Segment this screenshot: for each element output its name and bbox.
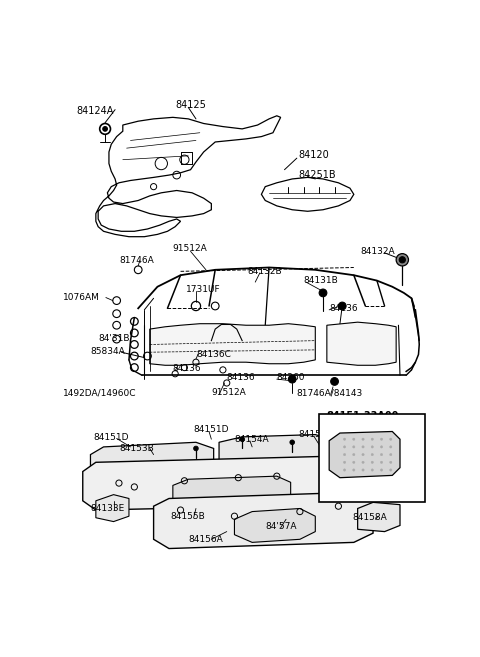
Circle shape [353,469,355,471]
Text: 84260: 84260 [277,373,305,382]
Circle shape [390,461,392,463]
Text: 84151D: 84151D [193,425,229,434]
Circle shape [390,445,392,448]
Text: 84132B: 84132B [248,267,282,276]
Polygon shape [173,476,291,510]
Text: 84125: 84125 [175,101,206,110]
Circle shape [396,254,408,266]
Circle shape [380,461,383,463]
Polygon shape [96,116,281,237]
Circle shape [362,438,364,440]
Polygon shape [219,434,335,470]
Text: [ 500 x 500 x 1.6 ]: [ 500 x 500 x 1.6 ] [323,481,403,489]
Circle shape [380,453,383,456]
Circle shape [343,461,346,463]
Text: 81746A/84143: 81746A/84143 [296,388,362,397]
Text: 84'31B: 84'31B [98,334,130,344]
Polygon shape [329,432,400,478]
Text: 91512A: 91512A [173,244,207,254]
Circle shape [371,438,373,440]
Text: 84151D: 84151D [94,433,129,442]
Text: 1492DA/14960C: 1492DA/14960C [63,388,136,397]
Circle shape [103,127,108,131]
Circle shape [100,124,110,134]
Text: 84155B: 84155B [170,512,205,520]
Circle shape [390,438,392,440]
Text: 84154A: 84154A [234,434,269,443]
Circle shape [362,445,364,448]
Circle shape [371,469,373,471]
Circle shape [343,453,346,456]
Circle shape [343,438,346,440]
Polygon shape [96,495,129,522]
Circle shape [371,453,373,456]
Circle shape [390,469,392,471]
Text: 91512A: 91512A [211,388,246,397]
Circle shape [240,437,244,442]
Circle shape [353,461,355,463]
Text: 84155B: 84155B [299,430,333,439]
Polygon shape [327,322,396,365]
Circle shape [319,289,327,297]
Circle shape [353,438,355,440]
Circle shape [399,257,406,263]
Circle shape [290,440,295,445]
Text: 84136: 84136 [173,364,202,373]
Circle shape [380,445,383,448]
Text: 84136: 84136 [329,304,358,313]
Text: 84158A: 84158A [352,513,387,522]
Polygon shape [90,442,214,479]
Text: 84153B: 84153B [119,444,154,453]
Circle shape [390,453,392,456]
Circle shape [380,469,383,471]
Circle shape [362,453,364,456]
Polygon shape [234,509,315,543]
Polygon shape [154,492,373,549]
Text: 84136: 84136 [227,373,255,382]
Text: 84156A: 84156A [188,535,223,544]
Circle shape [362,461,364,463]
Circle shape [371,445,373,448]
Polygon shape [83,456,352,510]
Text: 84133E: 84133E [90,504,125,513]
Circle shape [353,453,355,456]
Text: 84131B: 84131B [304,276,338,285]
Text: 1076AM: 1076AM [63,293,100,302]
Bar [319,414,425,503]
Circle shape [371,461,373,463]
Text: 84124A: 84124A [77,106,114,116]
Text: 84251B: 84251B [299,170,336,180]
Circle shape [380,438,383,440]
Polygon shape [262,177,354,212]
Text: 84'57A: 84'57A [265,522,297,531]
Text: 84132A: 84132A [360,246,395,256]
Polygon shape [358,503,400,532]
Circle shape [343,469,346,471]
Text: 84151-33A00: 84151-33A00 [327,411,399,422]
Text: 84120: 84120 [299,150,329,160]
Circle shape [343,445,346,448]
Text: 1731UF: 1731UF [186,285,221,294]
Text: 84136C: 84136C [196,350,231,359]
Circle shape [288,375,296,383]
Circle shape [331,378,338,385]
Circle shape [353,445,355,448]
Text: 81746A: 81746A [119,256,154,265]
Text: 85834A: 85834A [90,347,125,356]
Circle shape [362,469,364,471]
Polygon shape [150,324,315,365]
Circle shape [193,446,198,451]
Circle shape [338,302,346,310]
